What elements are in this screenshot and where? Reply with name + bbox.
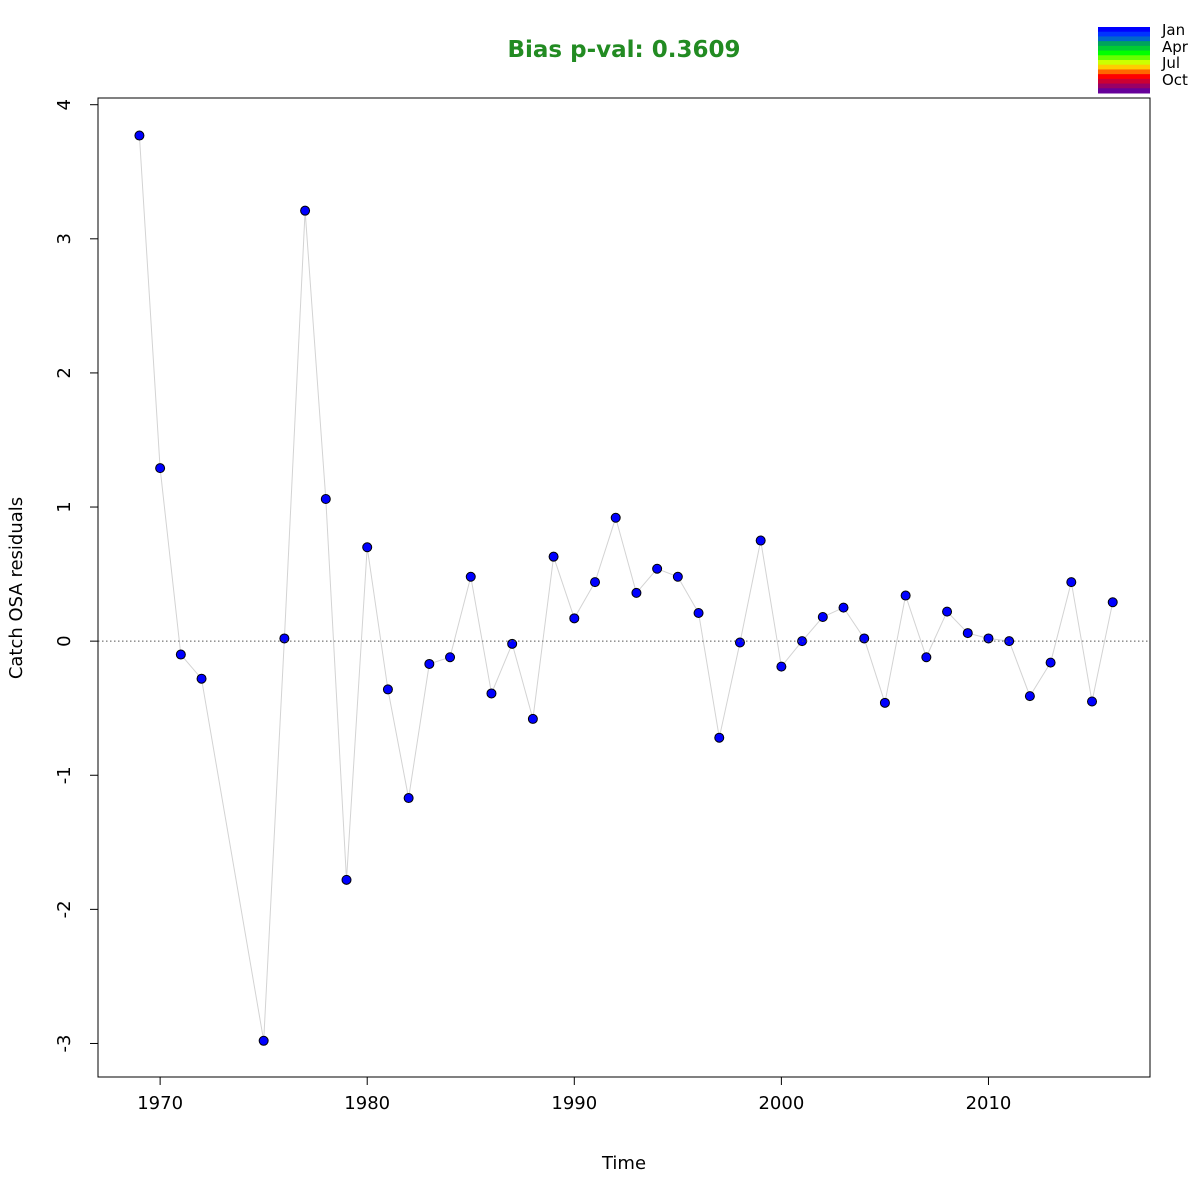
data-point [175,649,186,660]
data-point [734,637,745,648]
connecting-lines [138,135,1114,1041]
x-tick-label: 2000 [758,1093,804,1114]
data-point [879,697,890,708]
data-point [362,542,373,553]
legend-label: Jul [1161,54,1180,72]
data-point [1024,691,1035,702]
legend-color-band [1098,83,1150,89]
x-tick-label: 1990 [551,1093,597,1114]
data-point [300,205,311,216]
plot-frame [97,97,1151,1078]
data-point [1087,696,1098,707]
legend-color-band [1098,36,1150,42]
data-point [1107,597,1118,608]
data-point [341,874,352,885]
data-point [590,577,601,588]
data-point [258,1035,269,1046]
y-tick-label: 0 [54,635,75,646]
data-point [569,613,580,624]
data-point [382,684,393,695]
y-tick-label: -2 [54,900,75,918]
legend-color-band [1098,60,1150,66]
legend-color-band [1098,55,1150,61]
y-tick-label: 4 [54,99,75,110]
data-point [403,793,414,804]
x-axis-label: Time [601,1153,646,1174]
data-point [776,661,787,672]
data-point [1045,657,1056,668]
y-tick-label: 3 [54,233,75,244]
data-point [631,587,642,598]
x-tick-label: 1970 [137,1093,183,1114]
y-tick-label: 2 [54,367,75,378]
legend-color-band [1098,50,1150,56]
legend-color-band [1098,27,1150,33]
legend-label: Apr [1162,38,1189,56]
data-point [652,563,663,574]
data-point [1066,577,1077,588]
data-point [983,633,994,644]
legend-color-band [1098,41,1150,47]
data-point [942,606,953,617]
data-point [900,590,911,601]
data-point [610,512,621,523]
legend-color-band [1098,69,1150,75]
y-axis-label: Catch OSA residuals [6,497,27,679]
y-tick-label: -1 [54,766,75,784]
legend-color-band [1098,31,1150,37]
legend-label: Oct [1162,71,1188,89]
x-tick-label: 1980 [344,1093,390,1114]
data-point [465,571,476,582]
legend-color-band [1098,74,1150,80]
y-tick-label: -3 [54,1034,75,1052]
chart-title: Bias p-val: 0.3609 [508,37,741,63]
data-points [134,130,1118,1046]
data-point [962,628,973,639]
data-point [921,652,932,663]
legend-color-band [1098,64,1150,70]
legend-color-band [1098,88,1150,94]
data-point [445,652,456,663]
x-tick-label: 2010 [966,1093,1012,1114]
y-tick-label: 1 [54,501,75,512]
series-line [138,135,1114,1041]
data-point [320,493,331,504]
data-point [424,658,435,669]
data-point [693,607,704,618]
data-point [527,713,538,724]
data-point [279,633,290,644]
data-point [155,463,166,474]
legend-label: Jan [1161,21,1185,39]
data-point [1004,636,1015,647]
data-point [196,673,207,684]
data-point [755,535,766,546]
data-point [548,551,559,562]
legend-color-band [1098,45,1150,52]
data-point [838,602,849,613]
data-point [672,571,683,582]
legend-color-band [1098,78,1150,85]
data-point [486,688,497,699]
data-point [817,612,828,623]
axes: 1970 1980 1990 2000 2010 -3 -2 -1 0 1 2 3 4 [54,97,1151,1114]
data-point [714,732,725,743]
data-point [134,130,145,141]
